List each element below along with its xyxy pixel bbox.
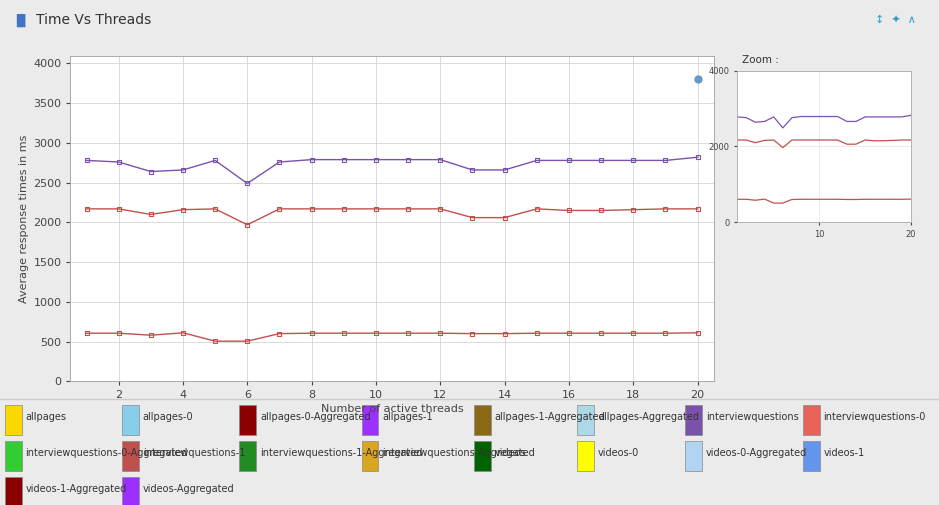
Text: allpages-Aggregated: allpages-Aggregated — [598, 412, 700, 422]
Text: videos-0: videos-0 — [598, 448, 639, 458]
Text: allpages-0-Aggregated: allpages-0-Aggregated — [260, 412, 371, 422]
Text: allpages-0: allpages-0 — [143, 412, 193, 422]
Bar — [5, 477, 22, 505]
Bar — [474, 406, 491, 435]
Text: videos-1-Aggregated: videos-1-Aggregated — [25, 484, 127, 494]
Bar — [122, 406, 139, 435]
Text: videos-0-Aggregated: videos-0-Aggregated — [706, 448, 808, 458]
Bar — [803, 441, 820, 471]
Text: interviewquestions-0-Aggregated: interviewquestions-0-Aggregated — [25, 448, 188, 458]
Text: allpages: allpages — [25, 412, 67, 422]
Text: interviewquestions-Aggregated: interviewquestions-Aggregated — [382, 448, 535, 458]
X-axis label: Number of active threads: Number of active threads — [321, 405, 463, 415]
Text: interviewquestions-1: interviewquestions-1 — [143, 448, 245, 458]
Text: interviewquestions-0: interviewquestions-0 — [824, 412, 926, 422]
Y-axis label: Average response times in ms: Average response times in ms — [19, 134, 29, 302]
Bar — [362, 406, 378, 435]
Bar — [685, 406, 702, 435]
Text: Time Vs Threads: Time Vs Threads — [36, 13, 151, 27]
Bar — [5, 441, 22, 471]
Bar — [362, 441, 378, 471]
Bar — [577, 406, 594, 435]
Text: videos-Aggregated: videos-Aggregated — [143, 484, 235, 494]
Text: ▐▌: ▐▌ — [11, 14, 31, 27]
Bar — [474, 441, 491, 471]
Text: allpages-1: allpages-1 — [382, 412, 433, 422]
Bar — [5, 406, 22, 435]
Bar — [239, 441, 256, 471]
Bar — [239, 406, 256, 435]
Bar — [122, 477, 139, 505]
Text: videos: videos — [495, 448, 527, 458]
Text: Zoom :: Zoom : — [742, 55, 778, 65]
Text: interviewquestions: interviewquestions — [706, 412, 799, 422]
Bar — [122, 441, 139, 471]
Bar — [803, 406, 820, 435]
Text: videos-1: videos-1 — [824, 448, 865, 458]
Text: ↕  ✦  ∧: ↕ ✦ ∧ — [874, 15, 916, 25]
Text: interviewquestions-1-Aggregated: interviewquestions-1-Aggregated — [260, 448, 423, 458]
Bar — [577, 441, 594, 471]
Text: allpages-1-Aggregated: allpages-1-Aggregated — [495, 412, 606, 422]
Bar — [685, 441, 702, 471]
